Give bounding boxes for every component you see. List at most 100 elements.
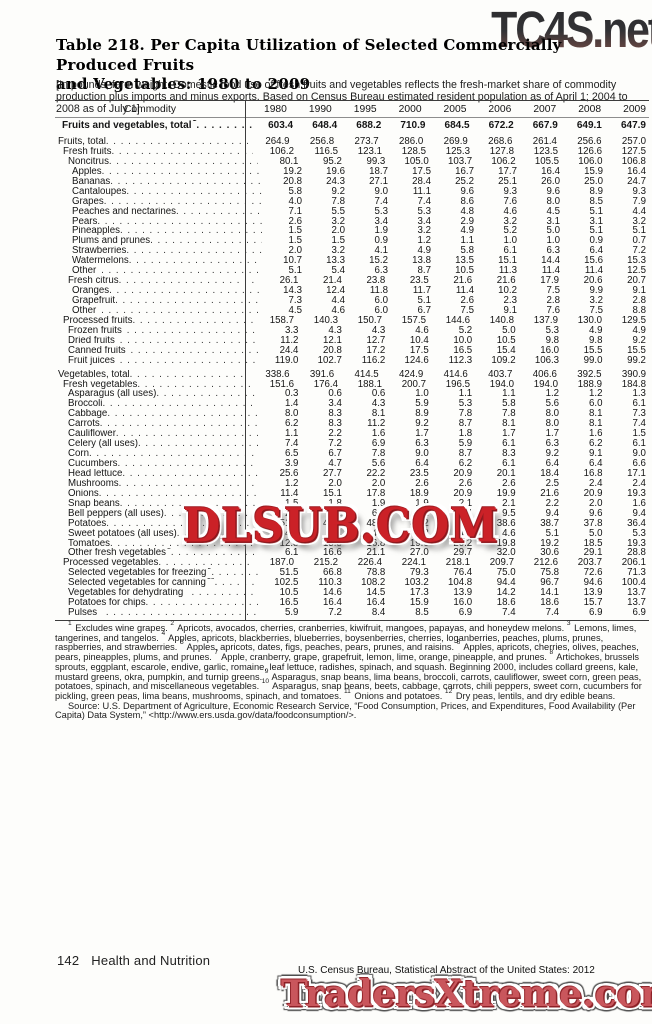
value-cell: 124.6 <box>404 354 429 366</box>
table-row: Asparagus (all uses) 0.3 0.6 0.6 1.0 1.1 1.1 1.… <box>55 389 649 399</box>
value-cell: 3.2 <box>632 215 646 227</box>
value-cell: 1.1 <box>284 428 299 440</box>
value-cell: 104.8 <box>447 577 473 589</box>
value-cell: 19.9 <box>496 487 516 499</box>
table-row: Pineapples 1.5 2.0 1.9 3.2 4.9 5.2 5.0 5.1 5.1 <box>55 226 649 236</box>
value-cell: 48.8 <box>366 517 386 529</box>
value-cell: 12.7 <box>366 334 386 346</box>
commodity-label: Strawberries <box>55 246 262 256</box>
dot-leader <box>156 389 258 399</box>
table-row: Head lettuce 25.6 27.7 22.2 23.5 20.9 20.1 18.4… <box>55 467 649 479</box>
value-cell: 4.9 <box>589 324 603 336</box>
table-row: Cantaloupes 5.8 9.2 9.0 11.1 9.6 9.3 9.6 8.9 9.3 <box>55 185 649 197</box>
value-cell: 15.4 <box>496 344 516 356</box>
value-cell: 7.5 <box>589 304 603 316</box>
value-cell: 102.7 <box>317 354 342 366</box>
value-cell: 8.8 <box>632 304 646 316</box>
value-cell: 47.2 <box>409 517 429 529</box>
value-cell: 23.5 <box>409 275 429 287</box>
value-cell: 19.3 <box>627 487 646 499</box>
value-cell: 269.9 <box>443 136 468 147</box>
footnotes-paragraph: 1 Excludes wine grapes. 2 Apricots, avoc… <box>55 619 642 701</box>
dot-leader <box>132 316 253 326</box>
value-cell: 12.8 <box>279 537 299 549</box>
value-cell: 1.0 <box>503 235 517 247</box>
value-cell: 4.9 <box>417 245 431 257</box>
commodity-label: Processed vegetables <box>55 558 253 568</box>
value-cell: 20.6 <box>583 275 603 287</box>
commodity-label: Cantaloupes <box>55 187 262 197</box>
value-cell: 7.2 <box>328 438 342 450</box>
value-cell: 672.2 <box>488 120 514 131</box>
value-cell: 32.0 <box>496 547 516 559</box>
value-cell: 5.1 <box>288 265 302 277</box>
value-cell: 7.5 <box>460 304 474 316</box>
value-cell: 2.5 <box>545 477 560 489</box>
value-cell: 144.6 <box>445 314 470 326</box>
value-cell: 7.8 <box>502 408 516 420</box>
value-cell: 4.8 <box>460 205 474 217</box>
value-cell: 9.1 <box>503 304 517 316</box>
value-cell: 21.4 <box>323 275 342 287</box>
value-cell: 406.6 <box>532 368 557 380</box>
value-cell: 21.6 <box>540 487 560 499</box>
value-cell: 2.6 <box>458 477 473 489</box>
value-cell: 6.2 <box>284 418 299 430</box>
source-line: Source: U.S. Department of Agriculture, … <box>55 700 636 721</box>
value-cell: 3.1 <box>589 215 603 227</box>
value-cell: 14.5 <box>366 587 386 599</box>
value-cell: 16.0 <box>453 597 473 609</box>
footnotes-block: 1 Excludes wine grapes. 2 Apricots, avoc… <box>55 619 649 721</box>
value-cell: 414.6 <box>443 368 468 380</box>
year-column-header: 2005 <box>443 103 467 115</box>
value-cell: 8.1 <box>589 418 603 430</box>
value-cell: 2.0 <box>589 497 603 509</box>
value-cell: 9.0 <box>374 185 388 197</box>
table-row: Peaches and nectarines 7.1 5.5 5.3 5.3 4.8 4.6… <box>55 205 649 217</box>
value-cell: 1.7 <box>502 428 516 440</box>
table-row: Plums and prunes 1.5 1.5 0.9 1.2 1.1 1.0 1.0 0.9… <box>55 236 649 246</box>
value-cell: 103.2 <box>404 577 429 589</box>
value-cell: 19.3 <box>627 537 646 549</box>
value-cell: 6.2 <box>458 458 473 469</box>
value-cell: 4.6 <box>415 324 429 336</box>
value-cell: 37.8 <box>583 517 603 529</box>
value-cell: 38.6 <box>496 517 516 529</box>
value-cell: 106.2 <box>269 145 294 157</box>
value-cell: 1.2 <box>284 477 299 489</box>
dot-leader <box>111 147 253 157</box>
value-cell: 8.5 <box>415 607 429 619</box>
value-cell: 226.4 <box>357 557 382 569</box>
value-cell: 1.1 <box>458 388 473 400</box>
commodity-label: Sweet potatoes (all uses) <box>55 529 258 539</box>
value-cell: 6.9 <box>371 438 386 450</box>
table-row: Apples 19.2 19.6 18.7 17.5 16.7 17.7 16.4 15.9 16… <box>55 165 649 177</box>
value-cell: 6.3 <box>415 438 429 450</box>
value-cell: 15.5 <box>583 344 603 356</box>
value-cell: 5.3 <box>417 205 431 217</box>
value-cell: 105.0 <box>404 155 429 167</box>
value-cell: 3.4 <box>328 398 342 410</box>
value-cell: 14.2 <box>496 587 516 599</box>
value-cell: 16.0 <box>540 344 560 356</box>
value-cell: 16.4 <box>627 165 646 177</box>
value-cell: 17.1 <box>627 467 646 479</box>
value-cell: 0.9 <box>374 235 388 247</box>
value-cell: 18.5 <box>583 537 603 549</box>
value-cell: 257.0 <box>621 136 647 147</box>
value-cell: 4.4 <box>331 295 345 306</box>
value-cell: 130.0 <box>577 314 602 326</box>
dot-leader <box>107 409 258 419</box>
value-cell: 1.7 <box>545 428 560 440</box>
value-cell: 187.0 <box>269 557 294 569</box>
value-cell: 79.3 <box>409 567 429 579</box>
value-cell: 8.5 <box>589 195 603 207</box>
value-cell: 25.2 <box>455 175 474 187</box>
value-cell: 4.6 <box>331 304 345 316</box>
value-cell: 13.9 <box>453 587 473 599</box>
value-cell: 137.9 <box>533 314 558 326</box>
value-cell: 25.0 <box>584 175 603 187</box>
value-cell: 16.7 <box>455 165 474 177</box>
value-cell: 176.4 <box>313 378 338 390</box>
value-cell: 72.6 <box>583 567 603 579</box>
